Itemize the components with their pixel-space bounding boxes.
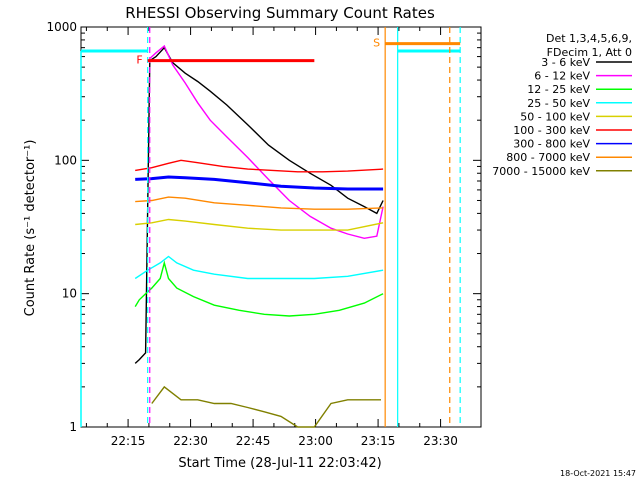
series-layer — [134, 44, 384, 428]
series-line-5 — [135, 159, 384, 173]
x-tick-label: 22:30 — [173, 434, 208, 448]
y-tick-label: 1000 — [46, 20, 77, 34]
legend-label-3: 25 - 50 keV — [527, 97, 590, 110]
y-axis-label: Count Rate (s⁻¹ detector⁻¹) — [23, 140, 38, 317]
legend-header-line-0: Det 1,3,4,5,6,9, — [546, 32, 632, 45]
series-line-3 — [134, 255, 384, 280]
series-line-6 — [135, 175, 384, 191]
x-tick-label: 22:45 — [236, 434, 271, 448]
annotation-label-1: S — [373, 37, 380, 50]
y-tick-label: 100 — [54, 153, 77, 167]
x-tick-label: 22:15 — [111, 434, 146, 448]
series-line-8 — [151, 385, 381, 428]
legend-label-0: 3 - 6 keV — [541, 56, 590, 69]
legend-header-line-1: FDecim 1, Att 0 — [547, 46, 632, 59]
x-tick-label: 23:30 — [423, 434, 458, 448]
plot-frame — [80, 26, 482, 428]
markers-layer: FS — [80, 27, 461, 427]
series-line-4 — [135, 218, 384, 231]
y-tick-label: 1 — [69, 420, 77, 434]
legend-label-6: 300 - 800 keV — [513, 138, 590, 151]
legend-label-2: 12 - 25 keV — [527, 83, 590, 96]
x-axis-label: Start Time (28-Jul-11 22:03:42) — [178, 456, 381, 471]
legend-label-4: 50 - 100 keV — [520, 110, 590, 123]
series-line-1 — [149, 44, 384, 240]
y-tick-label: 10 — [62, 287, 77, 301]
axes-layer: 1 10 100 1000 22:15 22:30 22:45 23:00 23:15 23:30 — [46, 20, 481, 448]
legend-label-1: 6 - 12 keV — [534, 70, 590, 83]
legend-label-5: 100 - 300 keV — [513, 124, 590, 137]
legend-label-8: 7000 - 15000 keV — [492, 165, 590, 178]
legend-label-7: 800 - 7000 keV — [506, 151, 590, 164]
footer-date: 18-Oct-2021 15:47 — [560, 469, 636, 478]
chart-title: RHESSI Observing Summary Count Rates — [125, 4, 435, 22]
legend: Det 1,3,4,5,6,9,FDecim 1, Att 03 - 6 keV… — [492, 32, 632, 178]
annotation-label-0: F — [136, 54, 142, 67]
x-tick-label: 23:00 — [298, 434, 333, 448]
series-line-2 — [134, 260, 384, 317]
series-line-7 — [135, 196, 384, 210]
x-tick-label: 23:15 — [361, 434, 396, 448]
